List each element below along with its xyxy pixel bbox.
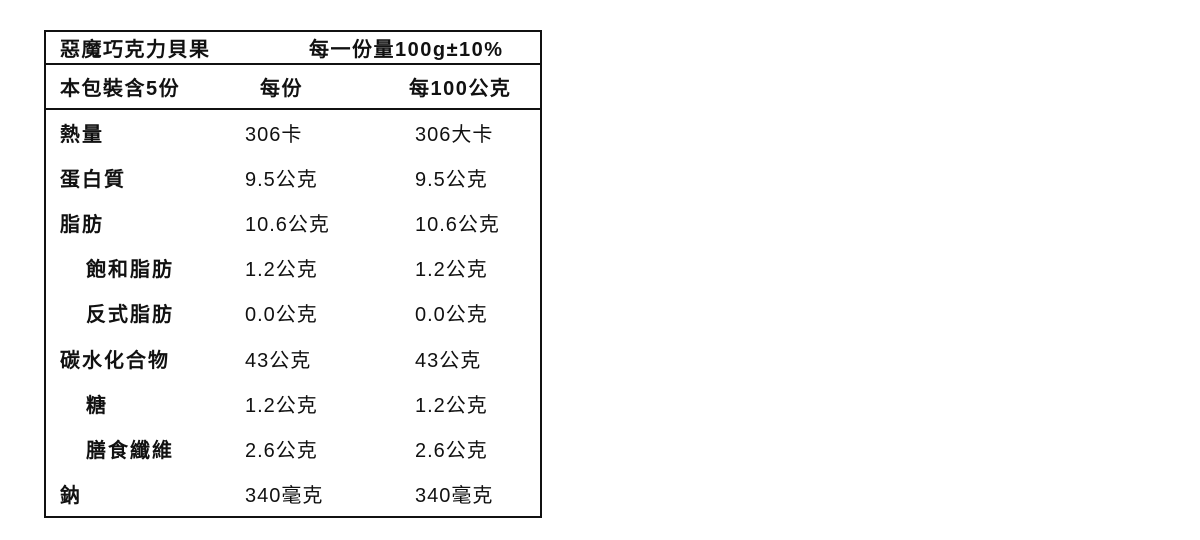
nutrition-label-table: 惡魔巧克力貝果 每一份量100g±10% 本包裝含5份 每份 每100公克 熱量…: [44, 30, 542, 518]
serving-size: 每一份量100g±10%: [309, 39, 504, 61]
value-per-100g: 0.0公克: [415, 304, 488, 327]
value-per-serving: 43公克: [245, 349, 312, 372]
header-row: 本包裝含5份 每份 每100公克: [46, 65, 540, 110]
value-per-serving: 306卡: [245, 124, 303, 147]
nutrient-label: 飽和脂肪: [86, 259, 174, 282]
nutrient-label: 糖: [86, 394, 108, 417]
value-per-serving: 10.6公克: [245, 214, 330, 237]
nutrient-label: 蛋白質: [60, 169, 126, 192]
value-per-serving: 1.2公克: [245, 394, 318, 417]
nutrient-label: 膳食纖維: [86, 439, 174, 462]
table-row: 糖 1.2公克 1.2公克: [46, 381, 540, 426]
column-header-per-serving: 每份: [260, 78, 303, 100]
table-row: 飽和脂肪 1.2公克 1.2公克: [46, 245, 540, 290]
value-per-100g: 10.6公克: [415, 214, 500, 237]
table-row: 膳食纖維 2.6公克 2.6公克: [46, 426, 540, 471]
value-per-100g: 1.2公克: [415, 394, 488, 417]
table-row: 脂肪 10.6公克 10.6公克: [46, 200, 540, 245]
servings-per-package: 本包裝含5份: [60, 78, 181, 100]
table-row: 鈉 340毫克 340毫克: [46, 471, 540, 516]
table-row: 熱量 306卡 306大卡: [46, 110, 540, 155]
value-per-serving: 340毫克: [245, 484, 324, 507]
product-name: 惡魔巧克力貝果: [60, 39, 211, 61]
nutrient-rows: 熱量 306卡 306大卡 蛋白質 9.5公克 9.5公克 脂肪 10.6公克 …: [46, 110, 540, 516]
nutrient-label: 碳水化合物: [60, 349, 170, 372]
value-per-serving: 0.0公克: [245, 304, 318, 327]
value-per-serving: 1.2公克: [245, 259, 318, 282]
nutrient-label: 脂肪: [60, 214, 104, 237]
value-per-100g: 340毫克: [415, 484, 494, 507]
title-row: 惡魔巧克力貝果 每一份量100g±10%: [46, 32, 540, 65]
value-per-100g: 9.5公克: [415, 169, 488, 192]
value-per-serving: 2.6公克: [245, 439, 318, 462]
value-per-100g: 43公克: [415, 349, 482, 372]
table-row: 蛋白質 9.5公克 9.5公克: [46, 155, 540, 200]
value-per-serving: 9.5公克: [245, 169, 318, 192]
value-per-100g: 2.6公克: [415, 439, 488, 462]
value-per-100g: 1.2公克: [415, 259, 488, 282]
nutrient-label: 反式脂肪: [86, 304, 174, 327]
table-row: 碳水化合物 43公克 43公克: [46, 336, 540, 381]
column-header-per-100g: 每100公克: [409, 78, 512, 100]
table-row: 反式脂肪 0.0公克 0.0公克: [46, 290, 540, 335]
nutrient-label: 鈉: [60, 484, 82, 507]
nutrient-label: 熱量: [60, 124, 104, 147]
value-per-100g: 306大卡: [415, 124, 494, 147]
